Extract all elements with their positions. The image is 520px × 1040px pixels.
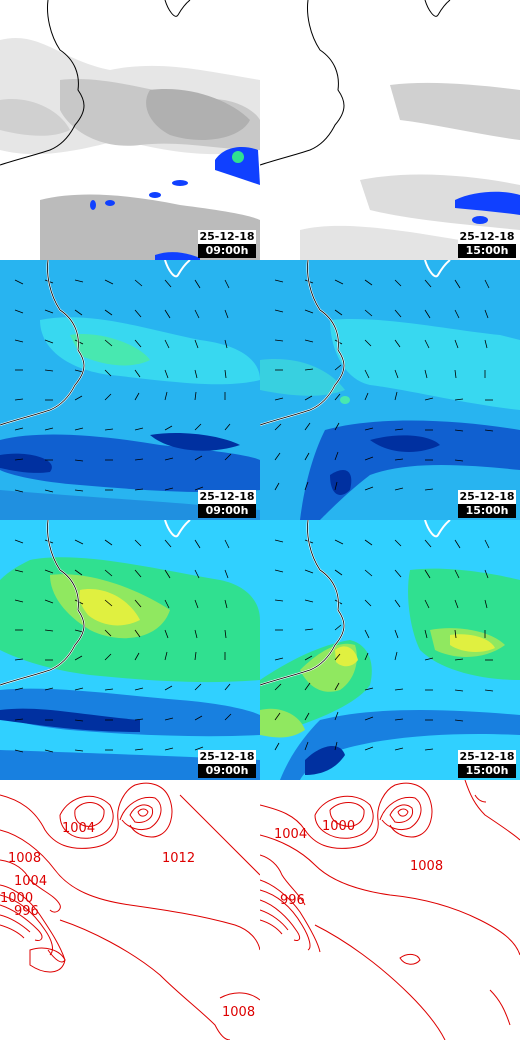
timestamp-5: 25-12-18 09:00h	[198, 750, 256, 778]
date-label: 25-12-18	[458, 490, 516, 504]
cloud-map-panel-2: 25-12-18 15:00h	[260, 0, 520, 260]
timestamp-3: 25-12-18 09:00h	[198, 490, 256, 518]
gust-map-panel-2: 25-12-18 15:00h	[260, 520, 520, 780]
wind-map-1	[0, 260, 260, 520]
cloud-map-panel-1: 25-12-18 09:00h	[0, 0, 260, 260]
gust-map-1	[0, 520, 260, 780]
time-label: 15:00h	[458, 244, 516, 258]
gust-map-panel-1: 25-12-18 09:00h	[0, 520, 260, 780]
pressure-map-panel-1: 1004 1008 1012 1004 1000 996 1008	[0, 780, 260, 1040]
cloud-map-2	[260, 0, 520, 260]
date-label: 25-12-18	[198, 490, 256, 504]
isobar-label: 1004	[62, 821, 95, 836]
time-label: 09:00h	[198, 244, 256, 258]
isobar-label: 1012	[162, 851, 195, 866]
pressure-map-panel-2: 1004 1000 1008 996	[260, 780, 520, 1040]
isobar-label: 996	[280, 893, 305, 908]
date-label: 25-12-18	[458, 750, 516, 764]
time-label: 09:00h	[198, 764, 256, 778]
date-label: 25-12-18	[198, 750, 256, 764]
date-label: 25-12-18	[458, 230, 516, 244]
isobar-label: 1008	[8, 851, 41, 866]
wind-map-panel-2: 25-12-18 15:00h	[260, 260, 520, 520]
gust-map-2	[260, 520, 520, 780]
timestamp-1: 25-12-18 09:00h	[198, 230, 256, 258]
isobar-label: 996	[14, 904, 39, 919]
wind-map-panel-1: 25-12-18 09:00h	[0, 260, 260, 520]
isobar-label: 1008	[410, 859, 443, 874]
wind-map-2	[260, 260, 520, 520]
pressure-map-2: 1004 1000 1008 996	[260, 780, 520, 1040]
pressure-map-1: 1004 1008 1012 1004 1000 996 1008	[0, 780, 260, 1040]
time-label: 15:00h	[458, 764, 516, 778]
timestamp-2: 25-12-18 15:00h	[458, 230, 516, 258]
isobar-label: 1000	[322, 819, 355, 834]
isobar-label: 1004	[274, 827, 307, 842]
timestamp-6: 25-12-18 15:00h	[458, 750, 516, 778]
cloud-map-1	[0, 0, 260, 260]
time-label: 15:00h	[458, 504, 516, 518]
date-label: 25-12-18	[198, 230, 256, 244]
isobar-label: 1008	[222, 1005, 255, 1020]
isobar-label: 1000	[0, 891, 33, 906]
time-label: 09:00h	[198, 504, 256, 518]
isobar-label: 1004	[14, 874, 47, 889]
timestamp-4: 25-12-18 15:00h	[458, 490, 516, 518]
